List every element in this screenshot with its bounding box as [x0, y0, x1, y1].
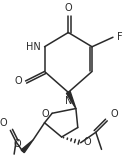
Text: O: O	[110, 109, 118, 119]
Text: F: F	[117, 32, 122, 42]
Text: O: O	[13, 139, 21, 149]
Text: HN: HN	[26, 42, 41, 52]
Polygon shape	[21, 140, 33, 153]
Text: O: O	[0, 118, 7, 128]
Text: O: O	[64, 3, 72, 13]
Text: O: O	[14, 76, 22, 86]
Text: O: O	[83, 137, 91, 147]
Text: N: N	[65, 96, 72, 106]
Polygon shape	[66, 92, 76, 109]
Text: O: O	[42, 109, 49, 119]
